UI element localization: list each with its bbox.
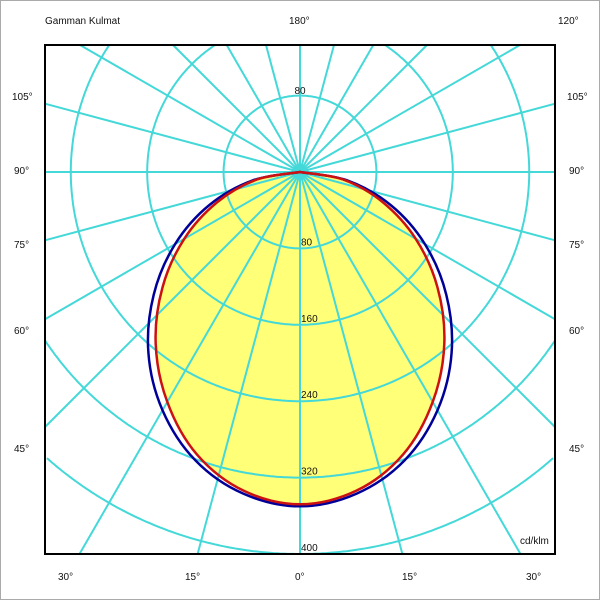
grid-spoke <box>44 102 301 173</box>
angle-label-right: 75° <box>569 240 585 251</box>
grid-spoke <box>196 171 301 555</box>
angle-label-top-right: 120° <box>558 16 579 27</box>
grid-ring <box>146 44 454 326</box>
grid-spoke <box>299 44 428 173</box>
angle-label-bottom: 15° <box>185 572 201 583</box>
angle-label-bottom: 15° <box>402 572 418 583</box>
grid-spoke <box>299 102 556 173</box>
angle-label-bottom: 30° <box>526 572 542 583</box>
radial-tick-label: 320 <box>301 467 318 478</box>
angle-label-left: 75° <box>14 240 30 251</box>
series-curve-2 <box>154 170 446 506</box>
grid-spoke <box>299 171 556 428</box>
grid-spoke <box>78 171 301 555</box>
angle-label-top: 180° <box>289 16 310 27</box>
grid-spoke <box>44 171 301 242</box>
unit-label: cd/klm <box>520 536 549 547</box>
radial-tick-label: 80 <box>301 237 313 248</box>
angle-label-bottom: 30° <box>58 572 74 583</box>
plot-border <box>44 44 556 555</box>
angle-label-left: 105° <box>12 92 33 103</box>
grid-spoke <box>79 44 301 173</box>
grid-spoke <box>299 44 521 173</box>
radial-tick-label: 160 <box>301 314 318 325</box>
angle-label-left: 90° <box>14 166 30 177</box>
angle-label-right: 60° <box>569 326 585 337</box>
angle-label-bottom: 0° <box>295 572 305 583</box>
grid-ring <box>46 457 554 555</box>
radial-tick-label: 80 <box>294 86 306 97</box>
angle-label-right: 105° <box>567 92 588 103</box>
chart-title: Gamman Kulmat <box>45 16 121 27</box>
angle-label-left: 60° <box>14 326 30 337</box>
angle-label-right: 90° <box>569 166 585 177</box>
grid-spoke <box>299 171 404 555</box>
grid-spoke <box>299 171 522 555</box>
radial-tick-label: 240 <box>301 390 318 401</box>
grid-spoke <box>299 44 375 173</box>
grid-ring <box>69 44 531 403</box>
grid-spoke <box>44 171 301 428</box>
grid-spoke <box>299 171 556 242</box>
radial-tick-label: 400 <box>301 543 318 554</box>
grid-spoke <box>299 171 556 321</box>
angle-label-left: 45° <box>14 444 30 455</box>
grid-spoke <box>172 44 301 173</box>
grid-spoke <box>299 44 335 173</box>
grid-spoke <box>265 44 301 173</box>
grid-ring <box>44 340 556 479</box>
grid-spoke <box>44 171 301 321</box>
series-curve-1 <box>146 170 454 508</box>
angle-label-right: 45° <box>569 444 585 455</box>
grid-spoke <box>225 44 301 173</box>
